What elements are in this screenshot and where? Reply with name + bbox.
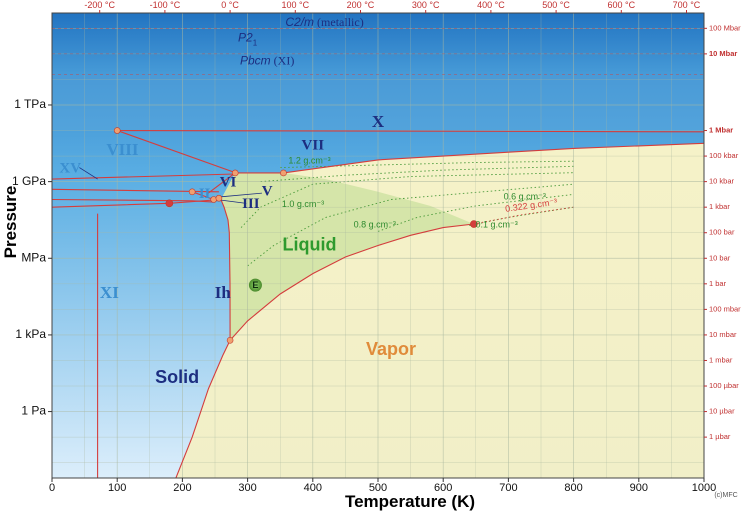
critical-isochore [473,206,574,225]
x-tick-label: 600 [434,482,452,494]
phase-label: II [199,186,211,202]
bar-tick-label: 1 bar [709,279,727,288]
phase-label: VI [220,174,237,190]
triple-point-marker [165,199,174,208]
melting-curve-vii [283,142,704,174]
phase-boundaries [52,127,704,478]
density-isochore [469,206,574,227]
x-tick-label: 0 [49,482,55,494]
bar-tick-label: 10 µbar [709,407,735,416]
bar-tick-label: 10 kbar [709,177,735,186]
bar-tick-label: 1 kbar [709,202,730,211]
x-tick-label: 100 [108,482,126,494]
structure-label: Pbcm (XI) [240,53,294,67]
melting-curve-ih [220,199,231,341]
bar-tick-label: 100 bar [709,228,735,237]
phase-label: XV [59,160,81,176]
e-label: E [252,280,258,290]
density-label: 1.0 g.cm⁻³ [282,199,324,209]
y-tick-label: 1 GPa [12,174,46,188]
bar-tick-label: 10 Mbar [709,49,737,58]
density-label: 0.8 g.cm⁻³ [354,219,396,229]
triple-point-marker [226,336,234,344]
x-tick-label: 400 [304,482,322,494]
celsius-tick-label: 500 °C [542,0,570,10]
copyright-text: (c)MFC [714,492,737,499]
y-tick-label: 1 kPa [15,327,46,341]
phase-label: VIII [106,140,139,159]
celsius-tick-label: 600 °C [607,0,635,10]
density-isochore [247,183,574,267]
boundary-curves [52,129,704,478]
x-tick-label: 800 [564,482,582,494]
triple-point-marker [188,188,196,196]
celsius-tick-label: 100 °C [281,0,309,10]
celsius-tick-label: 200 °C [347,0,375,10]
phase-label: XI [100,283,119,302]
phase-label: III [242,196,260,212]
phase-label: Solid [155,367,199,387]
x-tick-label: 700 [499,482,517,494]
phase-label: VII [302,137,325,153]
axes: 0 100 200 300 400 500 600 700 800 900 1000 Temperat… [1,0,741,511]
bar-tick-label: 1 µbar [709,432,731,441]
density-isochore [377,193,574,232]
y-tick-label: 1 Pa [21,404,46,418]
phase-boundary [117,129,704,133]
bar-tick-label: 1 Mbar [709,126,733,135]
phase-label: Vapor [366,339,416,359]
x-tick-label: 300 [238,482,256,494]
bar-tick-label: 100 Mbar [709,23,741,32]
x-tick-label: 500 [369,482,387,494]
density-label: 0.6 g.cm⁻³ [504,191,546,201]
structure-label: P21 [238,31,258,47]
celsius-tick-label: -100 °C [150,0,181,10]
phase-boundary [52,173,236,180]
phase-label: X [372,112,385,131]
triple-point-marker [113,127,121,134]
bar-tick-label: 100 µbar [709,381,739,390]
sublimation-curve [175,340,231,478]
bar-tick-label: 10 bar [709,253,731,262]
y-tick-label: MPa [21,250,46,264]
density-label: 1.2 g.cm⁻³ [288,156,330,166]
vaporization-curve [229,223,474,341]
celsius-tick-label: 400 °C [477,0,505,10]
y-axis-label: Pressure [1,186,20,259]
triple-point-marker [231,169,239,177]
celsius-tick-label: 0 °C [221,0,239,10]
bar-tick-label: 100 kbar [709,151,739,160]
celsius-tick-label: -200 °C [84,0,115,10]
bar-tick-label: 100 mbar [709,304,741,313]
bar-tick-label: 10 mbar [709,330,737,339]
phase-label: Ih [215,283,232,302]
structure-label: C2/m (metallic) [285,15,363,29]
phase-boundary [117,129,237,174]
x-tick-label: 900 [630,482,648,494]
xv-pointer [79,167,98,180]
y-tick-label: 1 TPa [14,97,46,111]
triple-point-marker [280,169,287,177]
bar-tick-label: 1 mbar [709,355,733,364]
celsius-tick-label: 300 °C [412,0,440,10]
celsius-tick-label: 700 °C [673,0,701,10]
x-tick-label: 200 [173,482,191,494]
phase-label: Liquid [283,234,337,254]
density-label: 0.1 g.cm⁻³ [476,219,518,229]
triple-point-marker [470,220,478,228]
phase-label: V [262,183,273,199]
x-axis-label: Temperature (K) [345,492,475,511]
phase-boundary [192,191,214,201]
v-pointer [219,192,262,198]
x-tick-label: 1000 [692,482,716,494]
e-marker [248,278,262,292]
triple-point-marker [215,194,223,202]
